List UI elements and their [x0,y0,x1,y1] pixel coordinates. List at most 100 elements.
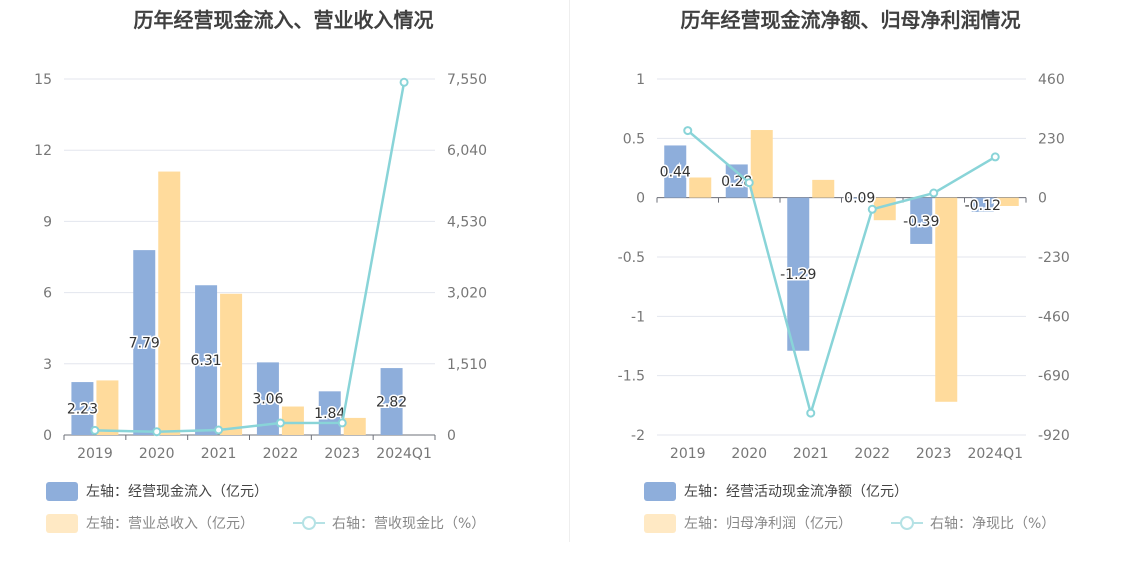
bar [812,179,835,198]
data-label: -0.39 [903,214,939,230]
legend-swatch [46,481,78,501]
bar [380,368,403,435]
y-left-tick-label: 0 [43,428,52,444]
legend-label: 右轴：净现比（%） [930,516,1056,532]
legend-item[interactable]: 右轴：营收现金比（%） [292,513,485,533]
line-point [337,418,347,428]
x-tick-label: 2021 [793,446,829,462]
y-right-tick-label: 460 [1038,72,1065,88]
data-label: 0.09 [844,191,875,207]
panel-divider [569,0,570,542]
legend-item[interactable]: 左轴：经营现金流入（亿元） [46,481,268,501]
x-tick-label: 2022 [263,446,299,462]
data-label: 3.06 [252,392,283,408]
line-point [214,425,224,435]
bar [71,382,94,435]
y-left-tick-label: 3 [43,357,52,373]
chart-panel-left: 历年经营现金流入、营业收入情况 0 0 3 1,510 6 3,020 9 4,530 12 6,… [34,8,487,533]
line-point [683,126,693,136]
x-tick-label: 2020 [731,446,767,462]
y-right-tick-label: 230 [1038,131,1065,147]
line-point [990,152,1000,162]
y-right-tick-label: 4,530 [447,214,487,230]
x-tick-label: 2024Q1 [376,446,432,462]
data-label: 2.82 [376,395,407,411]
legend-label: 左轴：经营现金流入（亿元） [86,484,268,500]
legend-item[interactable]: 右轴：净现比（%） [890,513,1055,533]
y-left-tick-label: 6 [43,286,52,302]
x-tick-label: 2022 [854,446,890,462]
y-right-tick-label: -230 [1038,250,1070,266]
data-label: 1.84 [314,406,345,422]
series-line [686,129,996,418]
data-label: 2.23 [67,402,98,418]
bar [343,417,366,435]
y-left-tick-label: 12 [34,143,52,159]
legend-line-icon [293,516,325,530]
x-tick-label: 2024Q1 [967,446,1023,462]
bar [195,285,218,435]
y-right-tick-label: -690 [1038,369,1070,385]
x-tick-label: 2023 [324,446,360,462]
bar [935,197,958,402]
chart-title: 历年经营现金流入、营业收入情况 [133,8,434,32]
bar [664,145,687,198]
x-tick-label: 2019 [670,446,706,462]
line-point [90,425,100,435]
legend-label: 左轴：归母净利润（亿元） [684,516,852,532]
bar [787,197,810,351]
bar [996,197,1019,206]
x-tick-label: 2020 [139,446,175,462]
y-right-tick-label: 7,550 [447,72,487,88]
line-point [744,178,754,188]
x-tick-label: 2021 [201,446,237,462]
line-point [929,188,939,198]
y-right-tick-label: -920 [1038,428,1070,444]
y-left-tick-label: 0.5 [623,131,645,147]
legend-item[interactable]: 左轴：经营活动现金流净额（亿元） [644,481,908,501]
legend-swatch [644,513,676,533]
line-point [275,418,285,428]
legend-label: 左轴：营业总收入（亿元） [86,516,254,532]
bar [158,171,181,435]
y-right-tick-label: -460 [1038,309,1070,325]
x-tick-label: 2019 [77,446,113,462]
bar [971,197,994,212]
y-right-tick-label: 1,510 [447,357,487,373]
x-tick-label: 2023 [916,446,952,462]
legend-swatch [46,513,78,533]
y-right-tick-label: 0 [1038,191,1047,207]
bar [133,250,156,435]
chart-plot: 0 0 3 1,510 6 3,020 9 4,530 12 6,040 15 7,550 2019 20… [34,72,487,462]
y-left-tick-label: -0.5 [618,250,645,266]
bar [725,164,748,198]
line-point [152,427,162,437]
bar [689,177,712,198]
legend-item[interactable]: 左轴：归母净利润（亿元） [644,513,852,533]
legend-item[interactable]: 左轴：营业总收入（亿元） [46,513,254,533]
chart-panel-right: 历年经营现金流净额、归母净利润情况 -2 -920 -1.5 -690 -1 -460 -0… [567,0,1134,582]
y-right-tick-label: 0 [447,428,456,444]
bar [910,197,933,244]
bar [848,197,871,199]
line-point [867,204,877,214]
data-label: -1.29 [780,267,816,283]
series-line [94,82,406,433]
y-left-tick-label: 9 [43,214,52,230]
data-label: -0.12 [965,198,1001,214]
data-label: 0.44 [660,165,691,181]
chart-title: 历年经营现金流净额、归母净利润情况 [680,8,1021,32]
data-label: 6.31 [190,353,221,369]
y-right-tick-label: 3,020 [447,286,487,302]
data-label: 7.79 [129,336,160,352]
bar [220,293,243,435]
legend-line-icon [891,516,923,530]
chart-plot: -2 -920 -1.5 -690 -1 -460 -0.5 -230 0 0 0.5 230 1 460… [618,72,1070,462]
legend-swatch [644,481,676,501]
bar [256,362,279,435]
line-point [806,408,816,418]
bar [96,380,119,435]
y-left-tick-label: 1 [636,72,645,88]
bar [281,406,304,435]
y-left-tick-label: -1.5 [618,369,645,385]
